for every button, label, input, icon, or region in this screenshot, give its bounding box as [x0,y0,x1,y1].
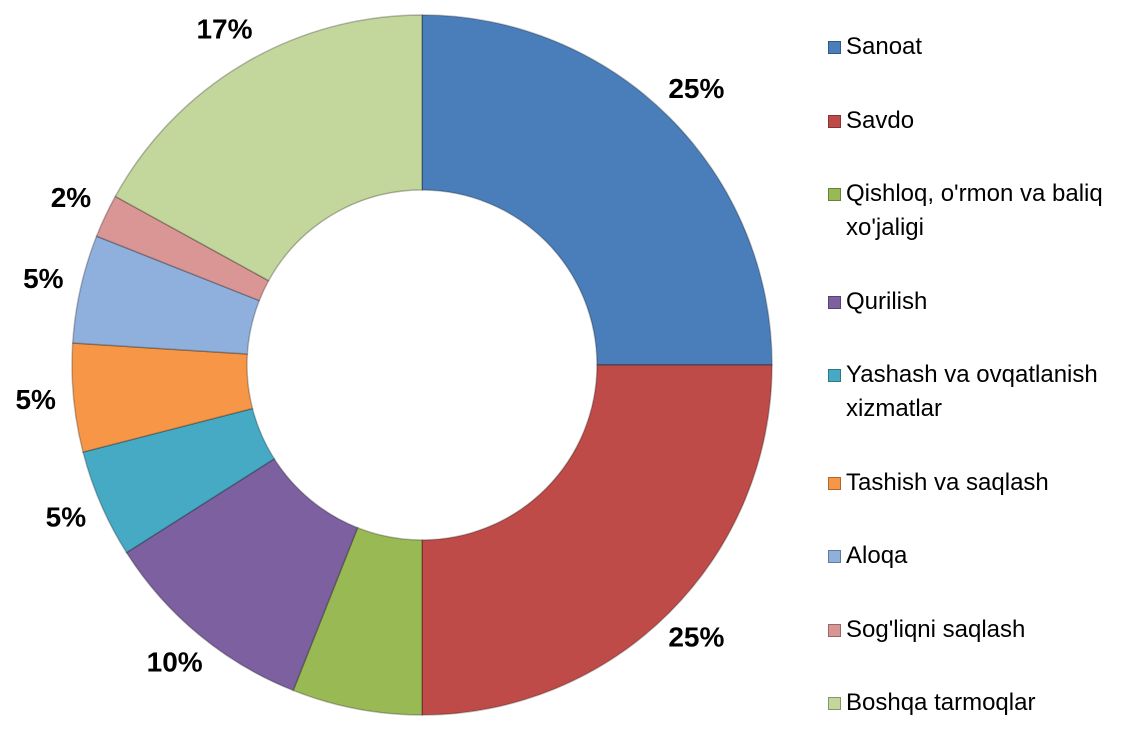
data-label: 5% [15,384,56,415]
legend-swatch [828,623,841,637]
legend-label: Sog'liqni saqlash [846,615,1026,643]
donut-slice [114,14,423,282]
data-label: 25% [668,73,724,104]
legend-swatch [828,697,841,710]
donut-slice [71,342,254,453]
data-label: 6% [329,729,370,733]
legend-item: Savdo [828,104,1118,138]
donut-slice [82,407,276,554]
data-label: 17% [196,13,252,44]
legend-item: Tashish va saqlash [828,466,1118,500]
donut-slice [292,526,423,716]
legend-label: Qishloq, o'rmon va baliq xo'jaligi [846,180,1103,241]
legend-label: Yashash va ovqatlanish xizmatlar [846,361,1098,422]
legend-label: Qurilish [846,287,928,315]
data-label: 5% [23,263,64,294]
legend-item: Boshqa tarmoqlar [828,686,1118,720]
legend-label: Tashish va saqlash [846,468,1049,496]
donut-slice [71,235,261,355]
legend-swatch [828,188,841,201]
legend-swatch [828,41,841,54]
legend-item: Sog'liqni saqlash [828,613,1118,647]
legend-item: Qishloq, o'rmon va baliq xo'jaligi [828,177,1118,245]
legend: Sanoat Savdo Qishloq, o'rmon va baliq xo'j… [828,30,1118,720]
legend-item: Aloqa [828,539,1118,573]
plot: 25% 25% 6% 10% 5% 5% 5% 2% 17% [15,13,773,733]
legend-label: Savdo [846,106,915,134]
legend-label: Aloqa [846,542,908,569]
legend-label: Sanoat [846,33,923,60]
legend-item: Qurilish [828,285,1118,319]
data-label: 2% [51,182,92,213]
legend-swatch [828,550,841,563]
legend-swatch [828,114,841,128]
donut-slice [125,457,359,692]
donut-slice [421,14,773,366]
legend-swatch [828,476,841,490]
data-label: 25% [668,622,724,653]
data-label: 10% [147,646,203,677]
data-label: 5% [46,501,87,532]
legend-label: Boshqa tarmoqlar [846,689,1036,716]
donut-slice [421,364,773,716]
donut-slice [95,195,270,302]
legend-item: Sanoat [828,30,1118,64]
legend-swatch [828,295,841,309]
legend-swatch [828,369,841,382]
legend-item: Yashash va ovqatlanish xizmatlar [828,358,1118,426]
